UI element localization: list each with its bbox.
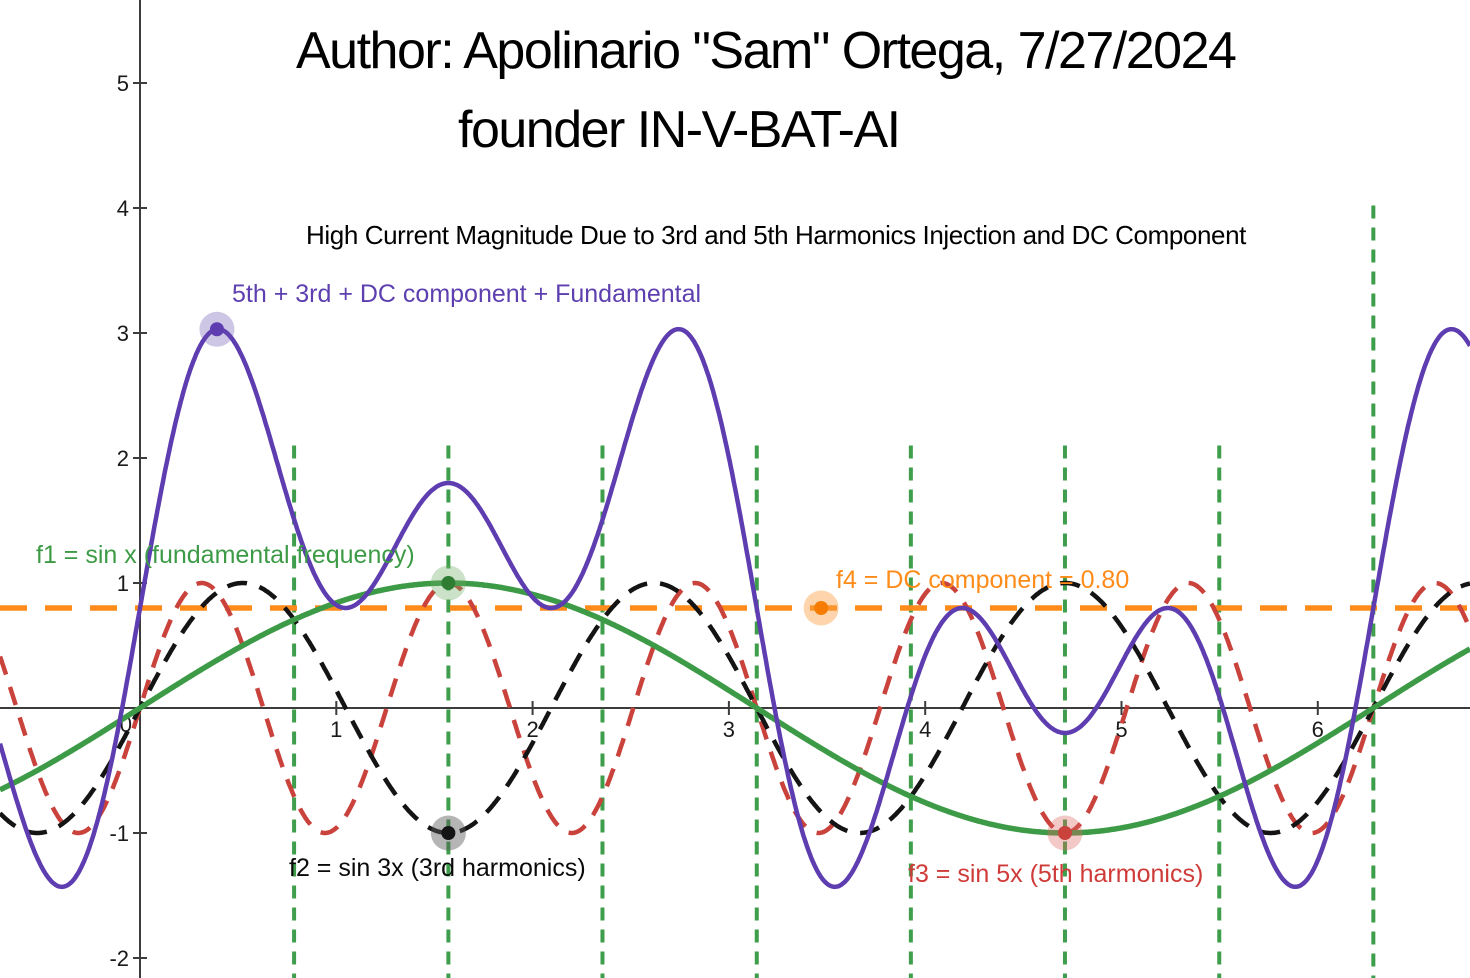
x-tick-label: 6 [1312, 717, 1324, 742]
y-tick-label: 3 [117, 321, 129, 346]
point-f3-min[interactable] [1057, 826, 1072, 840]
curve-f2[interactable] [0, 580, 1470, 836]
x-tick-label: 2 [526, 717, 538, 742]
x-tick-label: 1 [330, 717, 342, 742]
y-tick-label: 2 [117, 446, 129, 471]
chart-title-line2: founder IN-V-BAT-AI [458, 101, 901, 159]
y-tick-label: 4 [117, 196, 129, 221]
curve-f3[interactable] [0, 580, 1470, 836]
curve-label-f2: f2 = sin 3x (3rd harmonics) [289, 854, 586, 882]
point-f4-point[interactable] [814, 601, 829, 615]
curve-sum[interactable] [0, 326, 1470, 890]
curve-label-f1: f1 = sin x (fundamental frequency) [36, 541, 415, 569]
x-tick-label: 3 [723, 717, 735, 742]
x-tick-label: 4 [919, 717, 931, 742]
y-tick-label: 5 [117, 71, 129, 96]
point-sum-max[interactable] [209, 322, 224, 337]
curve-label-f3: f3 = sin 5x (5th harmonics) [908, 860, 1204, 888]
curve-f1[interactable] [0, 580, 1470, 836]
chart-title-line1: Author: Apolinario "Sam" Ortega, 7/27/20… [296, 22, 1237, 80]
y-tick-label: -1 [109, 821, 129, 846]
y-tick-label: 1 [117, 571, 129, 596]
x-tick-label: 5 [1115, 717, 1127, 742]
point-f1-max[interactable] [441, 576, 456, 590]
curve-label-f4: f4 = DC component = 0.80 [836, 566, 1130, 594]
point-f2-min[interactable] [441, 826, 456, 840]
chart-subtitle: High Current Magnitude Due to 3rd and 5t… [306, 220, 1246, 250]
y-tick-label: -2 [109, 946, 129, 971]
curve-label-sum: 5th + 3rd + DC component + Fundamental [232, 280, 702, 308]
